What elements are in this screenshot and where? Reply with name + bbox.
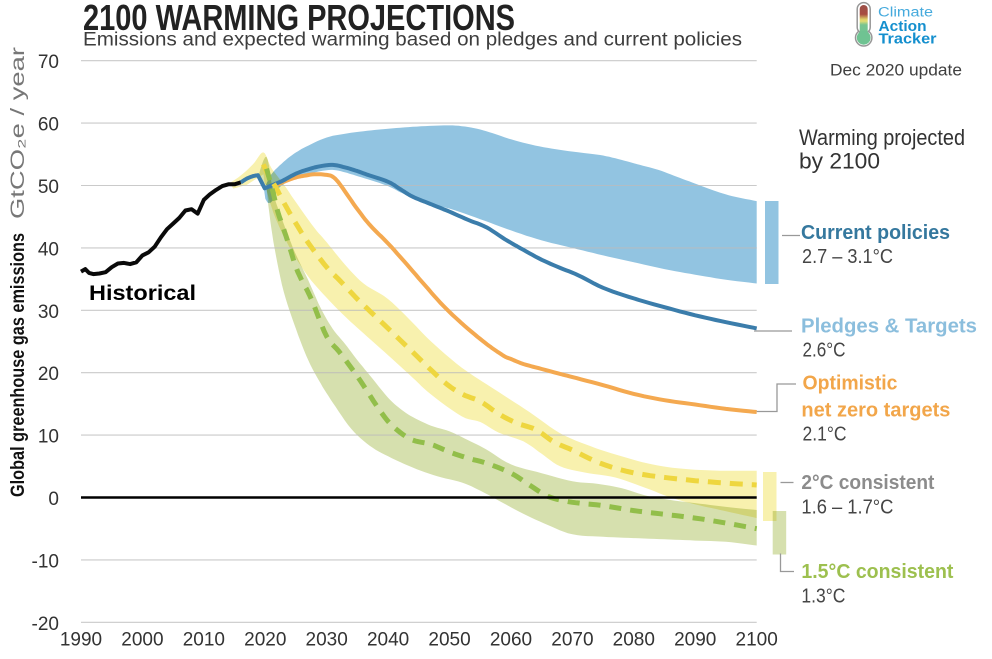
svg-text:40: 40: [38, 239, 59, 260]
svg-text:1.5°C consistent: 1.5°C consistent: [801, 560, 953, 583]
svg-text:70: 70: [38, 52, 59, 73]
svg-text:2.7 – 3.1°C: 2.7 – 3.1°C: [802, 246, 893, 268]
svg-text:Emissions and expected warming: Emissions and expected warming based on …: [83, 29, 742, 51]
svg-text:by 2100: by 2100: [799, 149, 880, 174]
svg-text:Current policies: Current policies: [801, 222, 950, 244]
svg-text:0: 0: [48, 489, 59, 510]
svg-text:Action: Action: [879, 19, 927, 35]
svg-text:-10: -10: [32, 551, 59, 572]
svg-text:30: 30: [38, 302, 59, 323]
svg-text:2°C consistent: 2°C consistent: [801, 471, 934, 494]
svg-text:2090: 2090: [674, 630, 716, 651]
svg-text:10: 10: [38, 427, 59, 448]
svg-text:Climate: Climate: [878, 5, 933, 20]
svg-text:2100: 2100: [736, 630, 778, 651]
svg-text:2.1°C: 2.1°C: [803, 424, 847, 446]
svg-text:2000: 2000: [121, 630, 163, 651]
svg-text:Historical: Historical: [89, 282, 196, 305]
svg-text:60: 60: [38, 115, 59, 136]
svg-text:2040: 2040: [367, 630, 409, 651]
svg-text:Global greenhouse gas emission: Global greenhouse gas emissions: [8, 233, 29, 497]
svg-text:Warming projected: Warming projected: [799, 125, 965, 150]
svg-text:2030: 2030: [306, 630, 348, 651]
svg-text:net zero targets: net zero targets: [801, 399, 950, 422]
svg-text:1.6 – 1.7°C: 1.6 – 1.7°C: [801, 497, 893, 519]
svg-text:Optimistic: Optimistic: [803, 372, 898, 395]
svg-text:2070: 2070: [551, 630, 593, 651]
svg-text:2.6°C: 2.6°C: [803, 339, 846, 361]
svg-text:2020: 2020: [244, 630, 286, 651]
svg-text:1990: 1990: [60, 630, 102, 651]
svg-text:2080: 2080: [613, 630, 655, 651]
svg-text:2100 WARMING PROJECTIONS: 2100 WARMING PROJECTIONS: [83, 0, 515, 38]
svg-text:2050: 2050: [428, 630, 470, 651]
svg-text:50: 50: [38, 177, 59, 198]
svg-text:20: 20: [38, 364, 59, 385]
svg-text:2060: 2060: [490, 630, 532, 651]
svg-text:Tracker: Tracker: [879, 32, 937, 48]
svg-text:1.3°C: 1.3°C: [801, 586, 845, 608]
svg-text:Dec 2020 update: Dec 2020 update: [830, 62, 962, 80]
svg-text:-20: -20: [32, 614, 59, 635]
svg-text:2010: 2010: [183, 630, 225, 651]
svg-text:GtCO₂e / year: GtCO₂e / year: [8, 46, 29, 219]
svg-text:Pledges & Targets: Pledges & Targets: [801, 315, 977, 338]
